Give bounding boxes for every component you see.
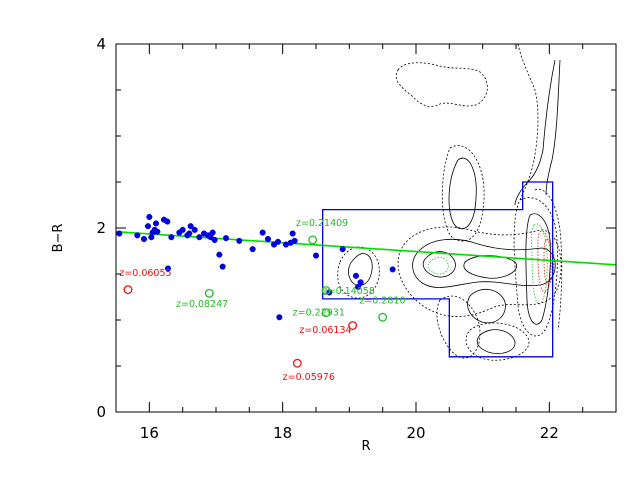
data-point	[236, 237, 243, 244]
data-point	[164, 218, 171, 225]
data-point	[264, 235, 272, 243]
contour-line	[412, 239, 556, 288]
data-point	[154, 228, 161, 235]
data-point	[312, 252, 320, 259]
contour-line	[531, 223, 548, 305]
data-point	[187, 223, 194, 230]
data-point	[216, 251, 223, 258]
contour-line	[397, 226, 562, 317]
contour-line	[525, 213, 551, 325]
contour-line	[427, 256, 449, 275]
contour-line	[534, 188, 563, 331]
data-point	[357, 279, 364, 286]
data-point	[348, 321, 358, 330]
contour-line	[537, 230, 552, 293]
y-tick-label: 0	[96, 403, 106, 421]
contour-line	[467, 288, 506, 324]
x-tick-label: 22	[540, 424, 559, 442]
redshift-annotation: z=0.2810	[359, 295, 405, 306]
data-point	[339, 246, 346, 253]
contour-line	[448, 157, 477, 230]
data-point	[291, 237, 298, 244]
data-point	[321, 308, 331, 318]
redshift-annotation: z=0.08247	[176, 299, 228, 310]
contour-line	[463, 255, 517, 279]
redshift-annotation: z=0.06134	[299, 325, 351, 336]
data-point	[146, 213, 153, 221]
contour-line	[422, 251, 456, 278]
contour-line	[395, 62, 488, 107]
data-point	[308, 235, 318, 245]
contour-line	[436, 295, 481, 359]
contour-line	[545, 59, 561, 196]
data-point	[292, 358, 302, 368]
data-point	[186, 230, 193, 237]
selection-box	[322, 181, 554, 358]
data-point	[249, 246, 256, 253]
x-axis-title: R	[361, 439, 370, 454]
data-point	[389, 266, 396, 273]
data-point	[276, 314, 283, 321]
data-point	[204, 288, 214, 298]
x-tick-label: 20	[406, 424, 425, 442]
contour-line	[514, 59, 556, 206]
data-point	[179, 226, 186, 233]
data-point	[259, 229, 266, 236]
data-point	[196, 234, 203, 241]
data-point	[191, 226, 198, 233]
data-point	[140, 235, 148, 243]
contour-line	[513, 197, 558, 337]
redshift-annotation: z=0.22931	[293, 307, 345, 318]
data-point	[209, 229, 216, 236]
data-point	[352, 272, 360, 279]
redshift-annotation: z=0.06055	[119, 268, 171, 279]
data-point	[134, 232, 141, 239]
x-tick-label: 16	[140, 424, 159, 442]
contour-line	[465, 322, 530, 361]
data-point	[211, 236, 218, 244]
data-point	[144, 223, 152, 230]
y-tick-label: 2	[96, 219, 106, 237]
data-point	[289, 230, 296, 237]
data-point	[116, 230, 123, 237]
y-axis-title: B−R	[51, 224, 66, 253]
data-point	[164, 265, 172, 272]
redshift-annotation: z=0.14058	[323, 286, 375, 297]
data-point	[123, 285, 133, 295]
contour-line	[543, 239, 555, 285]
data-point	[222, 235, 230, 242]
data-point	[274, 238, 282, 245]
contour-line	[476, 329, 516, 354]
redshift-annotation: z=0.21409	[296, 218, 348, 229]
redshift-annotation: z=0.05976	[283, 372, 335, 383]
data-point	[219, 263, 226, 270]
data-point	[152, 220, 160, 227]
data-point	[321, 286, 331, 296]
data-point	[354, 283, 362, 290]
data-point	[378, 312, 388, 322]
x-tick-label: 18	[273, 424, 292, 442]
contour-line	[517, 44, 539, 201]
data-point	[168, 234, 175, 241]
y-tick-label: 4	[96, 35, 106, 53]
contour-line	[441, 145, 485, 242]
contour-line	[348, 253, 373, 286]
